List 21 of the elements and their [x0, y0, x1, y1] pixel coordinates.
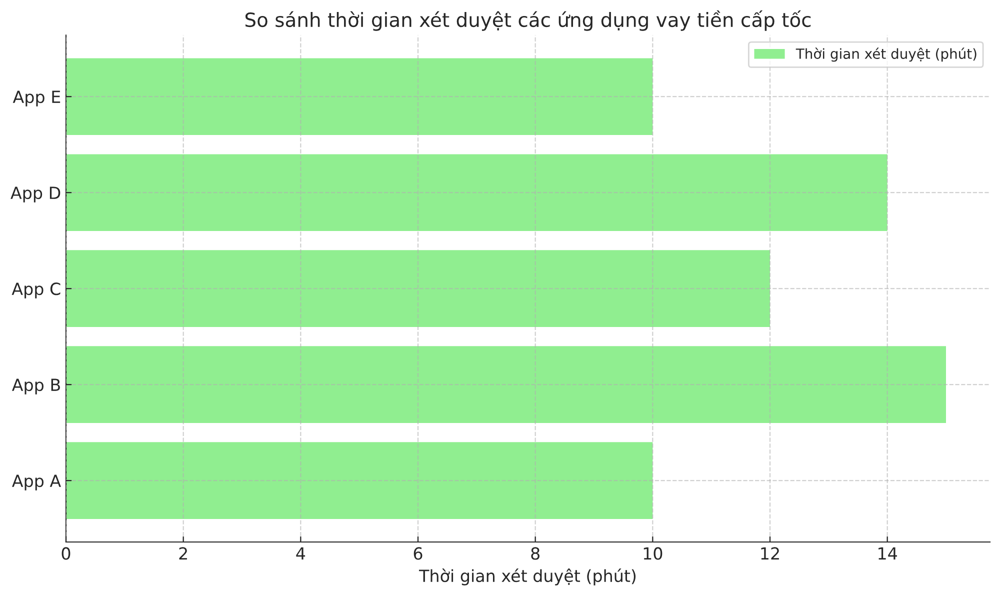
x-tick-label: 14: [878, 547, 897, 560]
bar: [66, 250, 770, 327]
bar: [66, 442, 653, 519]
x-tick-label: 12: [761, 547, 779, 560]
bar: [66, 346, 946, 423]
y-tick-label: App D: [10, 186, 60, 202]
x-tick-label: 8: [531, 547, 540, 560]
y-tick-label: App A: [12, 474, 61, 490]
x-tick-label: 4: [296, 547, 306, 560]
legend-label: Thời gian xét duyệt (phút): [796, 48, 976, 62]
chart-title: So sánh thời gian xét duyệt các ứng dụng vay tiền cấp tốc: [245, 10, 811, 31]
bar: [66, 154, 888, 231]
y-tick-label: App B: [12, 378, 60, 394]
x-tick-label: 6: [414, 547, 422, 560]
y-tick-label: App C: [12, 282, 60, 298]
y-tick-label: App E: [12, 90, 60, 106]
x-axis-title: Thời gian xét duyệt (phút): [418, 568, 636, 586]
x-tick-label: 0: [62, 547, 70, 560]
x-tick-label: 2: [179, 547, 187, 560]
x-tick-label: 10: [644, 547, 662, 560]
bar: [66, 58, 653, 135]
